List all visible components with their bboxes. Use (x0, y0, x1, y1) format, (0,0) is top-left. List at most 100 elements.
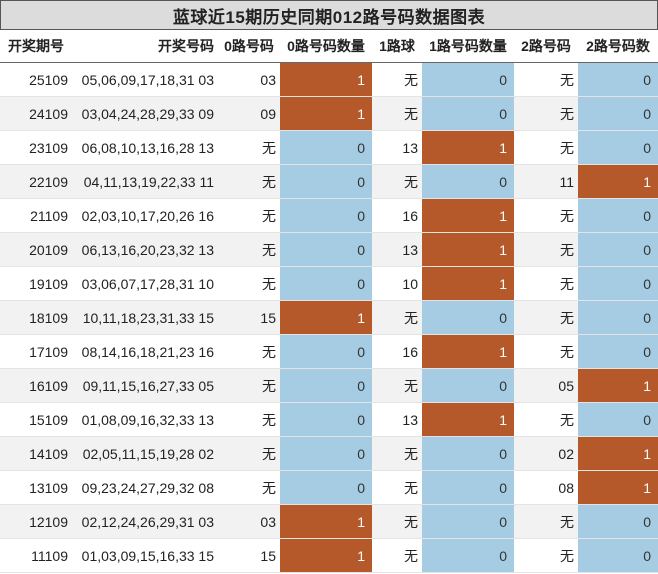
route1-count-cell: 0 (422, 436, 514, 471)
route0-number-cell: 03 (218, 504, 280, 539)
header-route1-ball: 1路球 (372, 30, 422, 63)
period-cell: 13109 (0, 470, 72, 505)
route2-number-cell: 无 (514, 504, 578, 539)
period-cell: 25109 (0, 62, 72, 97)
route1-number-cell: 13 (372, 232, 422, 267)
route1-count-cell: 1 (422, 198, 514, 233)
draw-numbers-cell: 04,11,13,19,22,33 11 (72, 164, 218, 199)
draw-numbers-cell: 02,05,11,15,19,28 02 (72, 436, 218, 471)
route1-count-cell: 0 (422, 300, 514, 335)
route1-number-cell: 无 (372, 368, 422, 403)
route1-count-cell: 0 (422, 538, 514, 573)
route1-number-cell: 无 (372, 62, 422, 97)
route1-count-cell: 0 (422, 470, 514, 505)
route2-number-cell: 无 (514, 96, 578, 131)
route1-count-cell: 0 (422, 164, 514, 199)
route1-count-cell: 0 (422, 504, 514, 539)
table-row: 16109 09,11,15,16,27,33 05 无 0 无 0 05 1 (0, 368, 658, 403)
table-row: 19109 03,06,07,17,28,31 10 无 0 10 1 无 0 (0, 266, 658, 301)
table-row: 14109 02,05,11,15,19,28 02 无 0 无 0 02 1 (0, 436, 658, 471)
route0-count-cell: 1 (280, 300, 372, 335)
route1-number-cell: 无 (372, 504, 422, 539)
table-row: 11109 01,03,09,15,16,33 15 15 1 无 0 无 0 (0, 538, 658, 573)
table-body: 25109 05,06,09,17,18,31 03 03 1 无 0 无 0 24109 03,… (0, 62, 658, 573)
route1-number-cell: 无 (372, 300, 422, 335)
draw-numbers-cell: 08,14,16,18,21,23 16 (72, 334, 218, 369)
route0-count-cell: 0 (280, 130, 372, 165)
route0-number-cell: 无 (218, 436, 280, 471)
route2-count-cell: 0 (578, 402, 658, 437)
route2-number-cell: 02 (514, 436, 578, 471)
route1-count-cell: 1 (422, 130, 514, 165)
table-row: 22109 04,11,13,19,22,33 11 无 0 无 0 11 1 (0, 164, 658, 199)
route1-number-cell: 无 (372, 164, 422, 199)
route1-number-cell: 无 (372, 436, 422, 471)
route2-count-cell: 0 (578, 266, 658, 301)
route0-number-cell: 无 (218, 334, 280, 369)
route0-count-cell: 1 (280, 538, 372, 573)
route0-count-cell: 0 (280, 436, 372, 471)
route2-count-cell: 0 (578, 334, 658, 369)
draw-numbers-cell: 06,08,10,13,16,28 13 (72, 130, 218, 165)
route2-count-cell: 1 (578, 436, 658, 471)
table-row: 18109 10,11,18,23,31,33 15 15 1 无 0 无 0 (0, 300, 658, 335)
route0-number-cell: 无 (218, 402, 280, 437)
chart-title: 蓝球近15期历史同期012路号码数据图表 (0, 0, 658, 30)
route1-number-cell: 无 (372, 470, 422, 505)
draw-numbers-cell: 03,04,24,28,29,33 09 (72, 96, 218, 131)
draw-numbers-cell: 09,11,15,16,27,33 05 (72, 368, 218, 403)
draw-numbers-cell: 02,12,24,26,29,31 03 (72, 504, 218, 539)
draw-numbers-cell: 09,23,24,27,29,32 08 (72, 470, 218, 505)
header-draw-numbers: 开奖号码 (72, 30, 218, 63)
route2-number-cell: 08 (514, 470, 578, 505)
route1-number-cell: 10 (372, 266, 422, 301)
route0-number-cell: 无 (218, 232, 280, 267)
period-cell: 23109 (0, 130, 72, 165)
table-row: 25109 05,06,09,17,18,31 03 03 1 无 0 无 0 (0, 62, 658, 97)
route1-count-cell: 1 (422, 232, 514, 267)
route0-number-cell: 无 (218, 130, 280, 165)
header-route0-count: 0路号码数量 (280, 30, 372, 63)
header-route2-number: 2路号码 (514, 30, 578, 63)
route0-count-cell: 0 (280, 164, 372, 199)
period-cell: 11109 (0, 538, 72, 573)
route1-count-cell: 0 (422, 62, 514, 97)
route1-number-cell: 无 (372, 96, 422, 131)
route2-count-cell: 1 (578, 368, 658, 403)
header-route2-count: 2路号码数 (578, 30, 658, 63)
route2-count-cell: 0 (578, 300, 658, 335)
header-route1-count: 1路号码数量 (422, 30, 514, 63)
route0-count-cell: 0 (280, 232, 372, 267)
table-row: 12109 02,12,24,26,29,31 03 03 1 无 0 无 0 (0, 504, 658, 539)
route2-number-cell: 无 (514, 266, 578, 301)
route1-number-cell: 无 (372, 538, 422, 573)
route1-count-cell: 0 (422, 368, 514, 403)
route1-count-cell: 1 (422, 402, 514, 437)
route2-number-cell: 05 (514, 368, 578, 403)
route2-count-cell: 0 (578, 538, 658, 573)
period-cell: 16109 (0, 368, 72, 403)
route1-number-cell: 16 (372, 334, 422, 369)
route0-count-cell: 0 (280, 198, 372, 233)
table-row: 20109 06,13,16,20,23,32 13 无 0 13 1 无 0 (0, 232, 658, 267)
draw-numbers-cell: 06,13,16,20,23,32 13 (72, 232, 218, 267)
route2-count-cell: 1 (578, 470, 658, 505)
draw-numbers-cell: 02,03,10,17,20,26 16 (72, 198, 218, 233)
period-cell: 19109 (0, 266, 72, 301)
route2-count-cell: 0 (578, 232, 658, 267)
draw-numbers-cell: 01,03,09,15,16,33 15 (72, 538, 218, 573)
route0-count-cell: 1 (280, 62, 372, 97)
route2-count-cell: 1 (578, 164, 658, 199)
table-row: 24109 03,04,24,28,29,33 09 09 1 无 0 无 0 (0, 96, 658, 131)
route2-number-cell: 无 (514, 62, 578, 97)
period-cell: 20109 (0, 232, 72, 267)
route0-number-cell: 09 (218, 96, 280, 131)
route0-number-cell: 无 (218, 266, 280, 301)
route2-number-cell: 无 (514, 538, 578, 573)
table-row: 17109 08,14,16,18,21,23 16 无 0 16 1 无 0 (0, 334, 658, 369)
table-row: 21109 02,03,10,17,20,26 16 无 0 16 1 无 0 (0, 198, 658, 233)
period-cell: 21109 (0, 198, 72, 233)
route0-count-cell: 0 (280, 266, 372, 301)
route2-number-cell: 无 (514, 198, 578, 233)
period-cell: 12109 (0, 504, 72, 539)
